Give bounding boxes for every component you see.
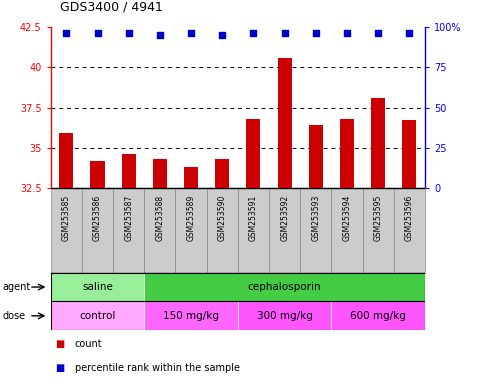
Text: GSM253585: GSM253585 (62, 195, 71, 241)
Bar (59, 133, 73, 188)
Text: GSM253589: GSM253589 (186, 195, 196, 241)
Bar (246, 119, 260, 188)
Point (125, 30, 132, 36)
Point (406, 30, 413, 36)
Bar (144, 301, 238, 330)
Bar (309, 125, 323, 188)
Point (94, 30, 101, 36)
Point (156, 32, 164, 38)
Bar (82, 188, 113, 273)
Bar (331, 301, 425, 330)
Text: GSM253587: GSM253587 (124, 195, 133, 241)
Bar (371, 98, 385, 188)
Text: dose: dose (2, 311, 26, 321)
Text: control: control (79, 311, 116, 321)
Text: GSM253593: GSM253593 (312, 195, 320, 241)
Bar (278, 58, 292, 188)
Bar (300, 188, 331, 273)
Bar (340, 119, 354, 188)
Bar (215, 159, 229, 188)
Bar (51, 273, 144, 301)
Point (312, 30, 320, 36)
Bar (331, 188, 363, 273)
Bar (144, 188, 175, 273)
Bar (238, 301, 331, 330)
Text: GSM253591: GSM253591 (249, 195, 258, 241)
Text: saline: saline (82, 282, 113, 292)
Text: GSM253588: GSM253588 (156, 195, 164, 241)
Bar (51, 188, 82, 273)
Point (250, 30, 257, 36)
Text: ■: ■ (56, 362, 65, 373)
Text: agent: agent (2, 282, 30, 292)
Text: cephalosporin: cephalosporin (248, 282, 322, 292)
Bar (269, 188, 300, 273)
Text: GSM253590: GSM253590 (218, 195, 227, 241)
Text: count: count (75, 339, 102, 349)
Bar (51, 301, 144, 330)
Point (187, 30, 195, 36)
Point (62, 30, 70, 36)
Text: 300 mg/kg: 300 mg/kg (257, 311, 313, 321)
Bar (175, 188, 207, 273)
Point (374, 30, 382, 36)
Point (218, 32, 226, 38)
Bar (363, 188, 394, 273)
Bar (122, 154, 136, 188)
Bar (184, 167, 198, 188)
Text: percentile rank within the sample: percentile rank within the sample (75, 362, 240, 373)
Bar (238, 188, 269, 273)
Bar (144, 273, 425, 301)
Text: ■: ■ (56, 339, 65, 349)
Text: GSM253595: GSM253595 (374, 195, 383, 241)
Text: GSM253592: GSM253592 (280, 195, 289, 241)
Text: 600 mg/kg: 600 mg/kg (350, 311, 406, 321)
Text: GSM253586: GSM253586 (93, 195, 102, 241)
Bar (207, 188, 238, 273)
Text: GSM253596: GSM253596 (405, 195, 414, 241)
Text: 150 mg/kg: 150 mg/kg (163, 311, 219, 321)
Bar (90, 161, 104, 188)
Text: GDS3400 / 4941: GDS3400 / 4941 (60, 0, 163, 13)
Bar (402, 121, 416, 188)
Bar (394, 188, 425, 273)
Point (281, 30, 288, 36)
Point (343, 30, 351, 36)
Text: GSM253594: GSM253594 (342, 195, 352, 241)
Bar (153, 159, 167, 188)
Bar (113, 188, 144, 273)
